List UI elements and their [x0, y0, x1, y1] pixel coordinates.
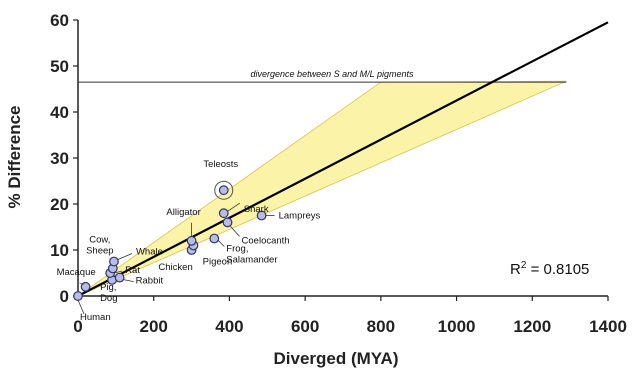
- point-label-line: Salamander: [226, 255, 277, 266]
- data-point: [109, 256, 119, 267]
- data-point: [218, 185, 229, 196]
- y-tick-label: 30: [50, 149, 69, 168]
- point-label-line: Cow,: [89, 234, 110, 245]
- point-label: Rat: [125, 265, 140, 276]
- point-label: Lampreys: [279, 211, 321, 222]
- leader-line: [79, 282, 84, 286]
- leader-line: [227, 202, 240, 212]
- point-label: Human: [80, 312, 111, 323]
- confidence-band-layer: [77, 80, 567, 297]
- leader-line: [230, 226, 240, 237]
- point-label-line: Pig,: [100, 282, 116, 293]
- data-point: [222, 217, 233, 228]
- point-label-line: Frog,: [226, 244, 248, 255]
- point-label-line: Dog: [100, 293, 117, 304]
- data-point: [186, 235, 197, 246]
- y-axis-label: % Difference: [5, 106, 24, 209]
- point-label: Alligator: [166, 207, 200, 218]
- x-tick-label: 600: [291, 317, 319, 336]
- point-label: Whale: [136, 247, 163, 258]
- leader-line: [117, 253, 133, 260]
- threshold-label: divergence between S and M/L pigments: [251, 69, 414, 79]
- point-label: Frog, Salamander: [226, 244, 277, 266]
- fit-line: [77, 21, 609, 297]
- x-tick-label: 200: [140, 317, 168, 336]
- point-label: Teleosts: [203, 159, 238, 170]
- y-tick-label: 20: [50, 195, 69, 214]
- y-tick-label: 0: [60, 287, 69, 306]
- x-tick-label: 0: [73, 317, 82, 336]
- point-label: Shark: [244, 204, 269, 215]
- teleosts-highlight-ring: [214, 180, 234, 200]
- x-axis-label: Diverged (MYA): [273, 349, 398, 368]
- point-label: Pig, Dog: [100, 282, 117, 304]
- r2-value: = 0.8105: [526, 261, 589, 278]
- point-label: Coelocanth: [242, 235, 290, 246]
- data-point: [218, 208, 229, 219]
- data-point: [73, 291, 83, 301]
- leader-line: [77, 299, 85, 315]
- data-point: [80, 281, 91, 292]
- point-label: Pigeon: [203, 256, 233, 267]
- data-point: [114, 272, 125, 283]
- point-label: Chicken: [158, 262, 192, 273]
- leader-line: [218, 240, 225, 247]
- r2-prefix: R: [510, 261, 521, 278]
- y-tick-label: 60: [50, 11, 69, 30]
- point-label-line: Sheep: [86, 245, 113, 256]
- point-label: Rabbit: [136, 276, 164, 287]
- data-point: [209, 233, 220, 244]
- point-label: Macaque: [57, 267, 96, 278]
- y-tick-label: 10: [50, 241, 69, 260]
- x-tick-label: 800: [367, 317, 395, 336]
- x-tick-label: 400: [215, 317, 243, 336]
- point-label: Cow, Sheep: [86, 234, 113, 256]
- x-tick-label: 1000: [438, 317, 476, 336]
- y-tick-label: 40: [50, 103, 69, 122]
- r2-superscript: 2: [521, 260, 527, 271]
- r-squared-label: R2 = 0.8105: [510, 260, 589, 278]
- leader-line: [123, 279, 134, 282]
- leader-line: [114, 270, 123, 274]
- x-tick-label: 1200: [513, 317, 551, 336]
- confidence-band: [77, 80, 567, 297]
- fit-line-layer: [77, 21, 609, 297]
- x-tick-label: 1400: [589, 317, 627, 336]
- y-tick-label: 50: [50, 57, 69, 76]
